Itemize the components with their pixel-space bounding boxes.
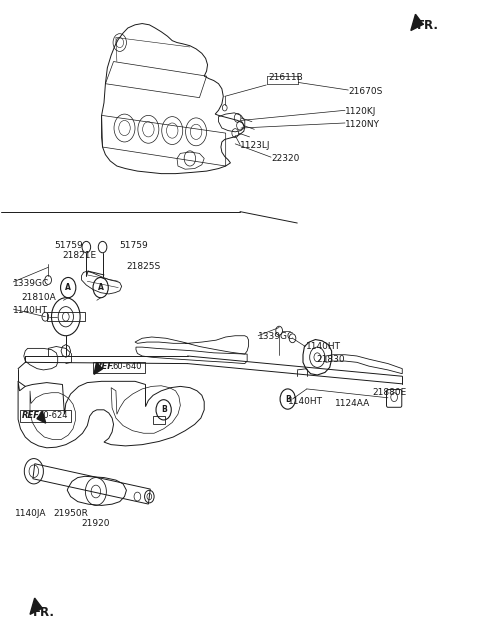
Text: REF.: REF. — [22, 411, 41, 420]
Polygon shape — [94, 363, 102, 375]
Text: 51759: 51759 — [54, 241, 83, 251]
Text: 21670S: 21670S — [349, 86, 383, 96]
Text: 60-624: 60-624 — [38, 411, 68, 420]
Text: 21920: 21920 — [82, 520, 110, 529]
Text: 60-640: 60-640 — [112, 363, 142, 371]
Text: 1339GC: 1339GC — [13, 279, 49, 287]
Polygon shape — [37, 411, 46, 423]
Text: 21810A: 21810A — [22, 293, 56, 301]
Text: 21611B: 21611B — [269, 73, 303, 82]
Text: 1120KJ: 1120KJ — [345, 107, 376, 116]
Text: 1140JA: 1140JA — [15, 509, 46, 518]
Text: 1124AA: 1124AA — [336, 399, 371, 408]
Text: 51759: 51759 — [120, 241, 148, 251]
Text: B: B — [161, 405, 167, 414]
Text: A: A — [98, 283, 104, 292]
Text: 1140HT: 1140HT — [306, 342, 341, 351]
Text: A: A — [65, 283, 71, 292]
Text: FR.: FR. — [33, 606, 54, 619]
Text: 22320: 22320 — [271, 154, 300, 163]
Text: REF.: REF. — [96, 363, 115, 371]
Text: 1140HT: 1140HT — [288, 397, 323, 406]
Polygon shape — [411, 14, 423, 31]
Text: 21821E: 21821E — [62, 251, 96, 261]
Text: 21880E: 21880E — [372, 388, 407, 398]
Text: 1339GC: 1339GC — [258, 333, 294, 342]
Text: FR.: FR. — [417, 19, 439, 32]
Polygon shape — [30, 598, 42, 614]
Text: 21830: 21830 — [316, 355, 345, 364]
Text: 1123LJ: 1123LJ — [240, 141, 271, 149]
Text: 21950R: 21950R — [53, 509, 88, 518]
Text: B: B — [285, 394, 290, 404]
Text: 21825S: 21825S — [126, 262, 161, 271]
Text: 1120NY: 1120NY — [345, 120, 380, 128]
Text: 1140HT: 1140HT — [13, 306, 48, 315]
